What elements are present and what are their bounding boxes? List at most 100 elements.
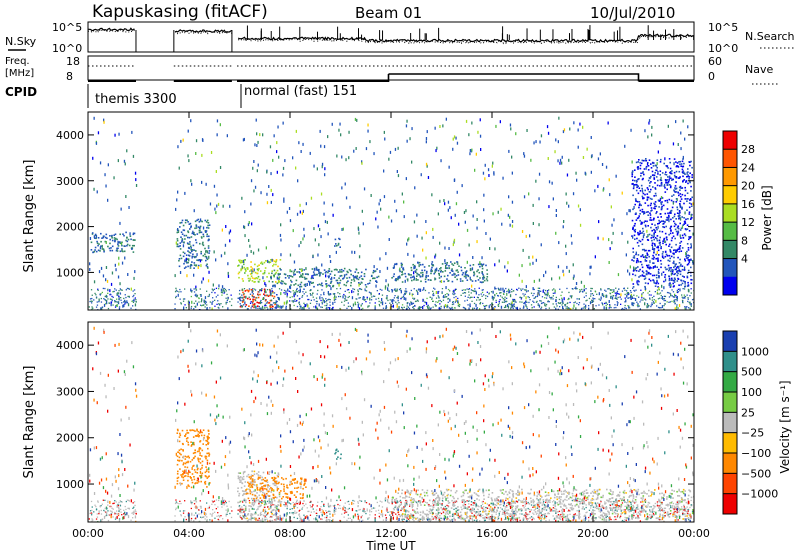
power-pixel bbox=[410, 289, 412, 292]
power-pixel bbox=[253, 288, 256, 290]
power-pixel bbox=[131, 130, 133, 134]
velocity-pixel bbox=[259, 487, 262, 489]
power-pixel bbox=[578, 302, 581, 304]
power-pixel bbox=[301, 307, 304, 309]
power-pixel bbox=[398, 302, 400, 304]
power-pixel bbox=[559, 288, 561, 290]
power-pixel bbox=[199, 288, 201, 290]
power-pixel bbox=[379, 198, 381, 202]
power-pixel bbox=[674, 265, 676, 268]
power-pixel bbox=[656, 305, 658, 307]
power-pixel bbox=[472, 307, 474, 310]
power-pixel bbox=[547, 300, 549, 302]
power-pixel bbox=[678, 194, 680, 197]
power-pixel bbox=[431, 263, 433, 265]
power-pixel bbox=[299, 288, 301, 290]
noise-right-tick-top: 10^5 bbox=[708, 21, 738, 34]
power-pixel bbox=[214, 299, 216, 301]
power-pixel bbox=[424, 301, 426, 304]
power-pixel bbox=[345, 284, 347, 287]
power-pixel bbox=[305, 202, 307, 206]
power-pixel bbox=[343, 293, 345, 296]
noise-search-line bbox=[87, 28, 695, 45]
power-pixel bbox=[568, 204, 570, 208]
power-pixel bbox=[344, 290, 346, 292]
power-pixel bbox=[426, 305, 428, 307]
power-pixel bbox=[412, 275, 415, 278]
power-pixel bbox=[93, 187, 95, 191]
nave-tick-bottom: 0 bbox=[708, 70, 715, 83]
power-pixel bbox=[254, 271, 257, 274]
power-pixel bbox=[652, 258, 655, 260]
velocity-pixel bbox=[524, 503, 527, 506]
power-pixel bbox=[692, 232, 694, 236]
power-pixel bbox=[392, 267, 395, 269]
power-pixel bbox=[444, 304, 447, 307]
power-pixel bbox=[455, 288, 457, 290]
power-pixel bbox=[362, 297, 364, 299]
power-pixel bbox=[351, 250, 353, 254]
power-pixel bbox=[316, 303, 318, 305]
power-pixel bbox=[184, 304, 186, 306]
power-pixel bbox=[613, 290, 615, 292]
velocity-pixel bbox=[270, 487, 272, 489]
power-pixel bbox=[598, 220, 600, 224]
power-pixel bbox=[664, 303, 666, 305]
power-pixel bbox=[380, 301, 382, 303]
velocity-pixel bbox=[189, 471, 191, 474]
velocity-pixel bbox=[435, 498, 437, 500]
velocity-pixel bbox=[469, 496, 471, 499]
power-pixel bbox=[310, 196, 313, 200]
power-pixel bbox=[284, 273, 287, 276]
velocity-pixel bbox=[276, 480, 278, 483]
power-pixel bbox=[101, 306, 104, 308]
power-pixel bbox=[111, 249, 114, 252]
power-pixel bbox=[492, 299, 494, 301]
power-pixel bbox=[498, 288, 500, 291]
velocity-pixel bbox=[258, 494, 261, 497]
power-pixel bbox=[117, 240, 119, 244]
power-pixel bbox=[267, 302, 270, 304]
power-pixel bbox=[208, 238, 210, 241]
power-pixel bbox=[97, 131, 100, 135]
power-pixel bbox=[285, 283, 287, 285]
power-pixel bbox=[215, 258, 217, 262]
power-pixel bbox=[202, 241, 204, 244]
power-pixel bbox=[199, 259, 202, 263]
power-pixel bbox=[685, 180, 688, 182]
power-pixel bbox=[126, 243, 129, 246]
velocity-pixel bbox=[199, 440, 202, 442]
power-pixel bbox=[656, 237, 658, 240]
power-pixel bbox=[682, 171, 685, 174]
velocity-pixel bbox=[285, 477, 287, 480]
power-pixel bbox=[680, 131, 682, 135]
power-pixel bbox=[444, 296, 446, 298]
power-pixel bbox=[627, 305, 629, 307]
power-pixel bbox=[656, 235, 659, 237]
power-pixel bbox=[276, 269, 279, 272]
power-pixel bbox=[591, 293, 594, 295]
power-pixel bbox=[93, 116, 95, 120]
power-pixel bbox=[681, 275, 684, 277]
power-pixel bbox=[442, 271, 444, 273]
velocity-pixel bbox=[248, 510, 251, 512]
power-pixel bbox=[451, 306, 453, 309]
power-pixel bbox=[226, 134, 228, 138]
power-pixel bbox=[667, 217, 670, 219]
power-pixel bbox=[252, 293, 254, 295]
power-pixel bbox=[667, 180, 670, 183]
power-pixel bbox=[640, 261, 642, 263]
power-pixel bbox=[409, 293, 411, 296]
power-pixel bbox=[202, 254, 205, 257]
power-pixel bbox=[498, 300, 500, 303]
power-pixel bbox=[303, 284, 306, 286]
power-pixel bbox=[676, 289, 678, 292]
power-pixel bbox=[247, 290, 250, 293]
power-pixel bbox=[100, 308, 103, 310]
power-pixel bbox=[481, 256, 483, 260]
power-pixel bbox=[655, 169, 658, 172]
power-pixel bbox=[243, 288, 246, 290]
power-pixel bbox=[626, 294, 628, 298]
power-pixel bbox=[189, 252, 192, 254]
power-pixel bbox=[673, 256, 675, 259]
